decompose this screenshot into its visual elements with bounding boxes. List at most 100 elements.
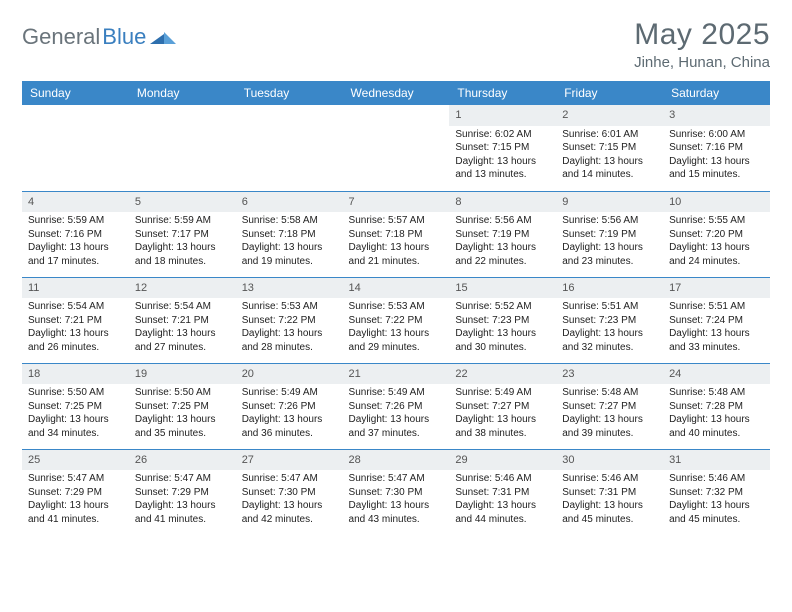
day-number: 3 [663,105,770,126]
day-number: 16 [556,278,663,299]
calendar-day-cell: 7Sunrise: 5:57 AMSunset: 7:18 PMDaylight… [343,191,450,277]
calendar-day-cell: 24Sunrise: 5:48 AMSunset: 7:28 PMDayligh… [663,363,770,449]
calendar-day-cell: 21Sunrise: 5:49 AMSunset: 7:26 PMDayligh… [343,363,450,449]
title-block: May 2025 Jinhe, Hunan, China [634,18,770,71]
day-detail: Sunrise: 5:54 AMSunset: 7:21 PMDaylight:… [22,298,129,358]
calendar-day-cell: 25Sunrise: 5:47 AMSunset: 7:29 PMDayligh… [22,449,129,535]
brand-mark-icon [150,24,176,50]
day-number: 12 [129,278,236,299]
day-detail: Sunrise: 5:56 AMSunset: 7:19 PMDaylight:… [449,212,556,272]
calendar-day-cell: 22Sunrise: 5:49 AMSunset: 7:27 PMDayligh… [449,363,556,449]
calendar-day-cell: . [129,105,236,191]
dayname-sunday: Sunday [22,81,129,105]
day-number: 1 [449,105,556,126]
day-detail: Sunrise: 6:02 AMSunset: 7:15 PMDaylight:… [449,126,556,186]
calendar-day-cell: . [343,105,450,191]
brand-logo: GeneralBlue [22,18,176,50]
day-number: 5 [129,192,236,213]
day-number: 18 [22,364,129,385]
calendar-week-row: 11Sunrise: 5:54 AMSunset: 7:21 PMDayligh… [22,277,770,363]
day-detail: Sunrise: 6:01 AMSunset: 7:15 PMDaylight:… [556,126,663,186]
day-detail: Sunrise: 5:50 AMSunset: 7:25 PMDaylight:… [22,384,129,444]
calendar-day-cell: 12Sunrise: 5:54 AMSunset: 7:21 PMDayligh… [129,277,236,363]
calendar-day-cell: 27Sunrise: 5:47 AMSunset: 7:30 PMDayligh… [236,449,343,535]
month-title: May 2025 [634,18,770,52]
day-number: 13 [236,278,343,299]
header-bar: GeneralBlue May 2025 Jinhe, Hunan, China [22,18,770,71]
dayname-monday: Monday [129,81,236,105]
calendar-day-cell: . [22,105,129,191]
calendar-day-cell: 31Sunrise: 5:46 AMSunset: 7:32 PMDayligh… [663,449,770,535]
calendar-day-cell: 4Sunrise: 5:59 AMSunset: 7:16 PMDaylight… [22,191,129,277]
calendar-day-cell: 1Sunrise: 6:02 AMSunset: 7:15 PMDaylight… [449,105,556,191]
calendar-day-cell: 28Sunrise: 5:47 AMSunset: 7:30 PMDayligh… [343,449,450,535]
calendar-day-cell: 23Sunrise: 5:48 AMSunset: 7:27 PMDayligh… [556,363,663,449]
day-number: 24 [663,364,770,385]
day-number: 10 [663,192,770,213]
day-detail: Sunrise: 5:51 AMSunset: 7:23 PMDaylight:… [556,298,663,358]
day-number: 4 [22,192,129,213]
day-number: 6 [236,192,343,213]
dayname-friday: Friday [556,81,663,105]
calendar-day-cell: 5Sunrise: 5:59 AMSunset: 7:17 PMDaylight… [129,191,236,277]
day-detail: Sunrise: 5:51 AMSunset: 7:24 PMDaylight:… [663,298,770,358]
day-number: 21 [343,364,450,385]
calendar-day-cell: 2Sunrise: 6:01 AMSunset: 7:15 PMDaylight… [556,105,663,191]
calendar-day-cell: 30Sunrise: 5:46 AMSunset: 7:31 PMDayligh… [556,449,663,535]
calendar-day-cell: 26Sunrise: 5:47 AMSunset: 7:29 PMDayligh… [129,449,236,535]
calendar-week-row: ....1Sunrise: 6:02 AMSunset: 7:15 PMDayl… [22,105,770,191]
day-number: 31 [663,450,770,471]
day-detail: Sunrise: 5:46 AMSunset: 7:31 PMDaylight:… [449,470,556,530]
calendar-day-cell: 8Sunrise: 5:56 AMSunset: 7:19 PMDaylight… [449,191,556,277]
dayname-saturday: Saturday [663,81,770,105]
calendar-day-cell: 13Sunrise: 5:53 AMSunset: 7:22 PMDayligh… [236,277,343,363]
day-detail: Sunrise: 5:48 AMSunset: 7:27 PMDaylight:… [556,384,663,444]
day-detail: Sunrise: 5:49 AMSunset: 7:27 PMDaylight:… [449,384,556,444]
day-detail: Sunrise: 5:46 AMSunset: 7:31 PMDaylight:… [556,470,663,530]
day-detail: Sunrise: 5:59 AMSunset: 7:16 PMDaylight:… [22,212,129,272]
day-detail: Sunrise: 5:47 AMSunset: 7:29 PMDaylight:… [22,470,129,530]
dayname-thursday: Thursday [449,81,556,105]
day-detail: Sunrise: 5:55 AMSunset: 7:20 PMDaylight:… [663,212,770,272]
day-number: 29 [449,450,556,471]
calendar-table: Sunday Monday Tuesday Wednesday Thursday… [22,81,770,535]
calendar-week-row: 4Sunrise: 5:59 AMSunset: 7:16 PMDaylight… [22,191,770,277]
day-detail: Sunrise: 5:47 AMSunset: 7:30 PMDaylight:… [343,470,450,530]
day-detail: Sunrise: 5:52 AMSunset: 7:23 PMDaylight:… [449,298,556,358]
calendar-page: GeneralBlue May 2025 Jinhe, Hunan, China… [0,0,792,545]
day-number: 23 [556,364,663,385]
brand-part2: Blue [102,24,146,50]
day-number: 19 [129,364,236,385]
calendar-day-cell: 6Sunrise: 5:58 AMSunset: 7:18 PMDaylight… [236,191,343,277]
day-detail: Sunrise: 5:54 AMSunset: 7:21 PMDaylight:… [129,298,236,358]
calendar-day-cell: 29Sunrise: 5:46 AMSunset: 7:31 PMDayligh… [449,449,556,535]
day-detail: Sunrise: 5:47 AMSunset: 7:30 PMDaylight:… [236,470,343,530]
calendar-header-row: Sunday Monday Tuesday Wednesday Thursday… [22,81,770,105]
calendar-day-cell: 17Sunrise: 5:51 AMSunset: 7:24 PMDayligh… [663,277,770,363]
day-number: 2 [556,105,663,126]
calendar-day-cell: 10Sunrise: 5:55 AMSunset: 7:20 PMDayligh… [663,191,770,277]
calendar-day-cell: 18Sunrise: 5:50 AMSunset: 7:25 PMDayligh… [22,363,129,449]
calendar-day-cell: 9Sunrise: 5:56 AMSunset: 7:19 PMDaylight… [556,191,663,277]
day-number: 30 [556,450,663,471]
day-detail: Sunrise: 5:53 AMSunset: 7:22 PMDaylight:… [343,298,450,358]
day-number: 28 [343,450,450,471]
day-detail: Sunrise: 5:49 AMSunset: 7:26 PMDaylight:… [343,384,450,444]
day-detail: Sunrise: 5:49 AMSunset: 7:26 PMDaylight:… [236,384,343,444]
day-number: 20 [236,364,343,385]
calendar-day-cell: 14Sunrise: 5:53 AMSunset: 7:22 PMDayligh… [343,277,450,363]
day-number: 14 [343,278,450,299]
calendar-body: ....1Sunrise: 6:02 AMSunset: 7:15 PMDayl… [22,105,770,535]
day-number: 15 [449,278,556,299]
day-detail: Sunrise: 5:47 AMSunset: 7:29 PMDaylight:… [129,470,236,530]
day-number: 8 [449,192,556,213]
day-detail: Sunrise: 5:56 AMSunset: 7:19 PMDaylight:… [556,212,663,272]
day-number: 22 [449,364,556,385]
calendar-day-cell: 11Sunrise: 5:54 AMSunset: 7:21 PMDayligh… [22,277,129,363]
day-number: 11 [22,278,129,299]
calendar-day-cell: 19Sunrise: 5:50 AMSunset: 7:25 PMDayligh… [129,363,236,449]
day-detail: Sunrise: 5:46 AMSunset: 7:32 PMDaylight:… [663,470,770,530]
dayname-wednesday: Wednesday [343,81,450,105]
calendar-day-cell: 3Sunrise: 6:00 AMSunset: 7:16 PMDaylight… [663,105,770,191]
day-detail: Sunrise: 5:48 AMSunset: 7:28 PMDaylight:… [663,384,770,444]
